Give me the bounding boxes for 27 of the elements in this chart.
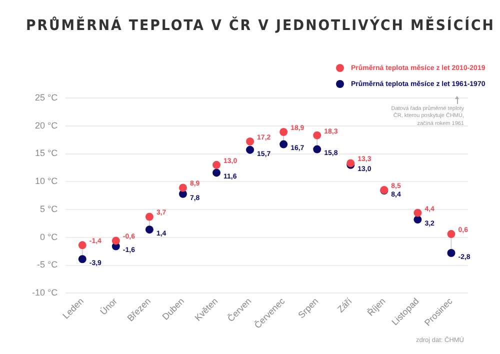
point	[414, 216, 422, 224]
point	[145, 226, 154, 234]
point	[313, 145, 322, 154]
y-tick-label: 25 °C	[34, 92, 58, 102]
point	[112, 236, 120, 245]
point	[246, 137, 254, 146]
point	[447, 248, 456, 257]
point	[313, 131, 322, 140]
y-tick-label: 0 °C	[40, 232, 58, 242]
point	[212, 160, 221, 169]
point	[246, 146, 254, 154]
point	[280, 140, 288, 148]
chart-title: PRŮMĚRNÁ TEPLOTA V ČR V JEDNOTLIVÝCH MĚSÍCÍCH	[26, 18, 495, 34]
point	[78, 255, 86, 264]
y-tick-label: -10 °C	[32, 288, 58, 298]
point	[78, 241, 86, 250]
point	[145, 212, 154, 221]
point	[447, 230, 456, 238]
point	[414, 208, 422, 217]
point	[280, 128, 288, 136]
point	[178, 184, 187, 192]
y-tick-label: 15 °C	[34, 148, 58, 158]
y-tick-label: 20 °C	[34, 120, 58, 130]
y-tick-label: 10 °C	[34, 176, 58, 186]
y-tick-label: 5 °C	[40, 204, 58, 214]
point	[212, 168, 221, 177]
y-tick-label: -5 °C	[37, 260, 58, 270]
